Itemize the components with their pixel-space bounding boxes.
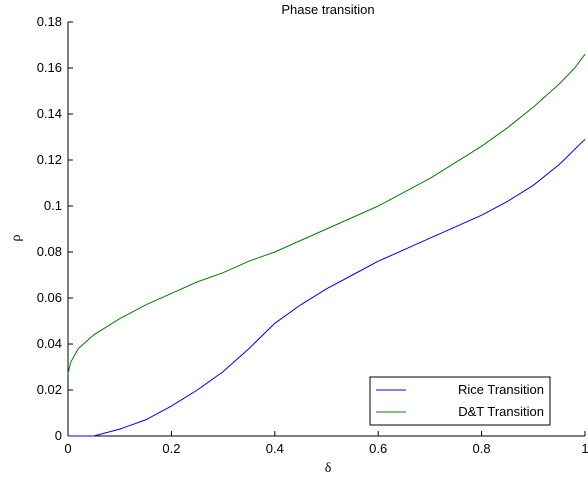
x-tick-label: 0.6 [369, 441, 387, 456]
axis-ticks: 0 0.2 0.4 0.6 0.8 1 0 0.02 0.04 0.06 0.08 0.1 0.12 0.… [37, 14, 588, 456]
y-tick-label: 0.08 [37, 244, 62, 259]
legend-box [369, 376, 551, 426]
legend: Rice Transition D&T Transition [369, 376, 551, 426]
legend-label: Rice Transition [458, 382, 544, 397]
x-tick-label: 0.8 [473, 441, 491, 456]
x-axis-label: δ [325, 461, 332, 476]
x-tick-label: 0 [64, 441, 71, 456]
x-tick-label: 1 [581, 441, 588, 456]
series-line-rice-transition [68, 138, 586, 437]
y-tick-label: 0.18 [37, 14, 62, 29]
y-tick-label: 0.16 [37, 60, 62, 75]
x-tick-label: 0.2 [162, 441, 180, 456]
y-tick-label: 0.14 [37, 106, 62, 121]
y-tick-label: 0.1 [44, 198, 62, 213]
x-tick-label: 0.4 [266, 441, 284, 456]
y-tick-label: 0.02 [37, 382, 62, 397]
y-tick-label: 0.06 [37, 290, 62, 305]
plot-area [67, 22, 585, 437]
chart-title: Phase transition [281, 2, 374, 17]
y-tick-label: 0.04 [37, 336, 62, 351]
series-layer [67, 53, 586, 437]
y-tick-label: 0.12 [37, 152, 62, 167]
legend-label: D&T Transition [458, 404, 544, 419]
y-tick-label: 0 [55, 428, 62, 443]
y-axis-label: ρ [9, 235, 24, 242]
series-line-dt-transition [67, 53, 586, 375]
